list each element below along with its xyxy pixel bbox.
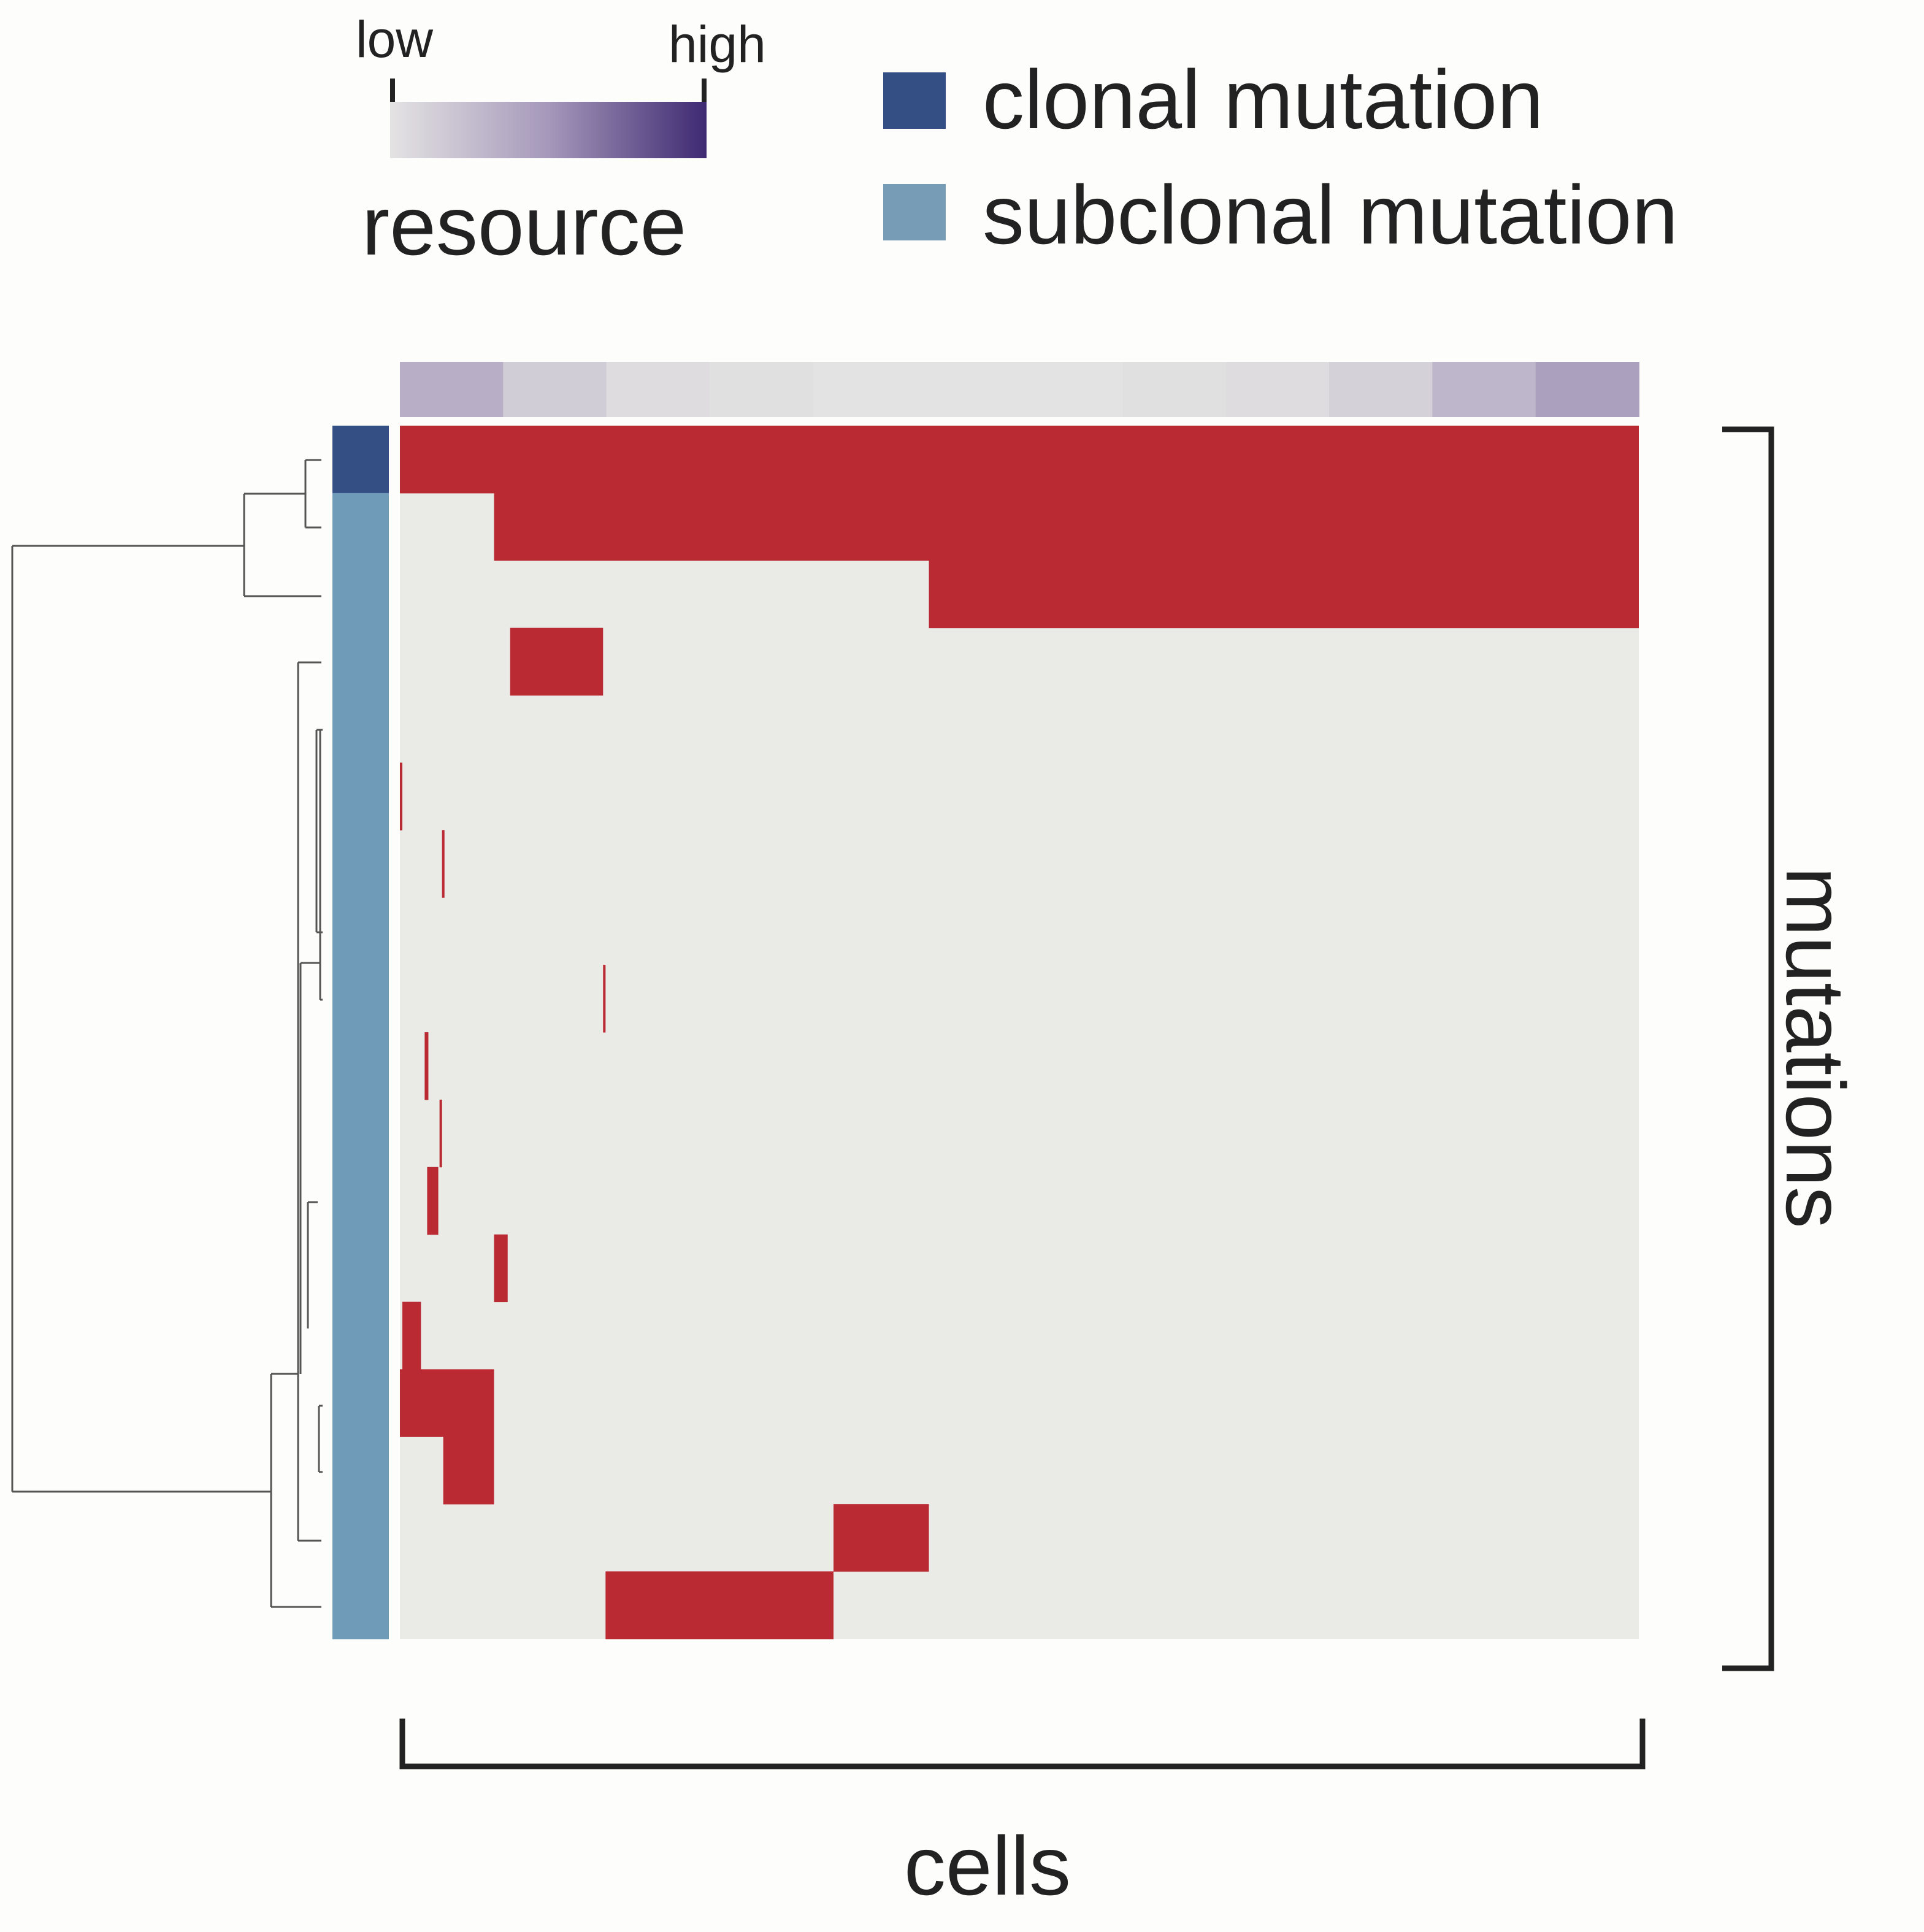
dendrogram-link <box>307 1201 318 1328</box>
dendrogram-link <box>319 730 323 1001</box>
row-class-cell <box>332 965 389 1033</box>
mutated-cell-block <box>442 830 445 898</box>
mutated-cell-block <box>400 426 1639 494</box>
resource-track-segment <box>916 362 1020 417</box>
resource-track-segment <box>1329 362 1433 417</box>
row-class-cell <box>332 762 389 830</box>
resource-track <box>400 362 1639 417</box>
resource-track-segment <box>1432 362 1536 417</box>
colorbar-low-label: low <box>356 10 434 68</box>
row-dendrogram <box>11 459 323 1608</box>
dendrogram-link <box>304 459 321 529</box>
dendrogram-link <box>270 1373 321 1608</box>
dendrogram-link <box>318 1405 323 1473</box>
colorbar-title: resource <box>362 179 687 272</box>
row-class-cell <box>332 426 389 494</box>
legend-swatch-clonal <box>883 72 946 129</box>
row-class-cell <box>332 1032 389 1100</box>
x-axis-label: cells <box>903 1819 1071 1912</box>
mutated-cell-block <box>603 965 606 1033</box>
resource-track-segment <box>710 362 814 417</box>
dendrogram-link <box>243 493 321 597</box>
dendrogram-link <box>11 545 271 1493</box>
row-class-cell <box>332 1504 389 1572</box>
resource-track-segment <box>813 362 917 417</box>
row-class-cell <box>332 493 389 561</box>
row-class-annotation <box>332 426 389 1639</box>
resource-track-segment <box>400 362 504 417</box>
mutated-cell-block <box>424 1032 429 1100</box>
row-class-cell <box>332 560 389 629</box>
mutated-cell-block <box>929 560 1639 629</box>
dendrogram-link <box>297 661 321 1542</box>
mutated-cell-block <box>834 1504 929 1572</box>
colorbar-high-label: high <box>669 15 766 73</box>
mutated-cell-block <box>402 1301 421 1370</box>
row-class-cell <box>332 1436 389 1505</box>
colorbar-bracket <box>390 79 707 102</box>
legend-label-subclonal: subclonal mutation <box>983 168 1679 261</box>
dendrogram-link <box>299 962 320 1374</box>
colorbar-swatch <box>390 102 707 158</box>
row-class-cell <box>332 695 389 763</box>
resource-track-segment <box>606 362 710 417</box>
mutation-heatmap <box>400 426 1639 1639</box>
mutated-cell-block <box>510 627 604 696</box>
resource-track-segment <box>503 362 607 417</box>
y-axis-label: mutations <box>1769 867 1862 1229</box>
row-class-cell <box>332 897 389 965</box>
row-class-cell <box>332 1571 389 1639</box>
mutated-cell-block <box>443 1436 494 1505</box>
mutated-cell-block <box>494 493 1639 561</box>
mutated-cell-block <box>400 762 403 830</box>
row-class-cell <box>332 1369 389 1437</box>
row-class-cell <box>332 1099 389 1168</box>
resource-track-segment <box>1019 362 1124 417</box>
resource-track-segment <box>1122 362 1227 417</box>
resource-track-segment <box>1225 362 1330 417</box>
row-class-cell <box>332 627 389 696</box>
row-class-cell <box>332 830 389 898</box>
mutated-cell-block <box>400 1369 494 1437</box>
mutations-bracket <box>1722 426 1774 1671</box>
mutated-cell-block <box>427 1167 439 1235</box>
legend-swatch-subclonal <box>883 184 946 240</box>
cells-bracket <box>399 1719 1646 1769</box>
resource-track-segment <box>1535 362 1639 417</box>
row-class-cell <box>332 1301 389 1370</box>
mutated-cell-block <box>494 1234 508 1303</box>
row-class-cell <box>332 1234 389 1303</box>
mutated-cell-block <box>439 1099 442 1168</box>
mutated-cell-block <box>605 1571 834 1639</box>
row-class-cell <box>332 1167 389 1235</box>
legend-label-clonal: clonal mutation <box>983 53 1544 146</box>
